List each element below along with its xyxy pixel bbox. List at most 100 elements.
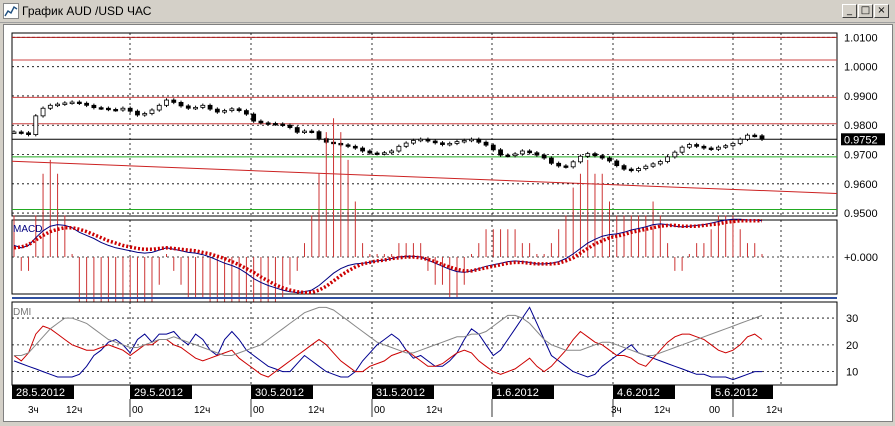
candle-body[interactable]	[113, 109, 119, 112]
candle-body[interactable]	[367, 150, 373, 154]
candle-body[interactable]	[171, 99, 177, 103]
candle-body[interactable]	[302, 130, 307, 133]
candle-body[interactable]	[229, 108, 235, 111]
candle-body[interactable]	[469, 138, 474, 142]
close-button[interactable]: ×	[874, 4, 889, 18]
candle-body[interactable]	[294, 127, 300, 133]
candle-body[interactable]	[752, 134, 758, 138]
candle-body[interactable]	[265, 122, 271, 125]
candle-body[interactable]	[592, 153, 598, 157]
candle-body[interactable]	[519, 150, 525, 155]
candle-body[interactable]	[207, 104, 213, 110]
candle-body[interactable]	[200, 104, 206, 108]
candle-body[interactable]	[686, 144, 692, 148]
candle-body[interactable]	[164, 99, 169, 106]
candle-body[interactable]	[527, 150, 533, 154]
candle-body[interactable]	[534, 152, 540, 156]
candle-body[interactable]	[505, 154, 511, 157]
candle-body[interactable]	[585, 153, 591, 157]
dmi-panel[interactable]: DMI 30 20 10	[11, 301, 858, 386]
candle-body[interactable]	[185, 105, 191, 109]
candle-body[interactable]	[316, 131, 322, 140]
title-bar[interactable]: График AUD /USD ЧАС _ □ ×	[0, 0, 895, 23]
macd-line[interactable]	[13, 218, 763, 294]
candle-body[interactable]	[76, 101, 82, 105]
minimize-button[interactable]: _	[842, 4, 857, 18]
maximize-button[interactable]: □	[858, 4, 873, 18]
candle-body[interactable]	[614, 160, 620, 167]
candle-body[interactable]	[62, 102, 68, 105]
candle-body[interactable]	[745, 134, 750, 140]
candle-body[interactable]	[607, 157, 612, 162]
candle-body[interactable]	[106, 107, 111, 111]
candle-body[interactable]	[251, 113, 257, 122]
candle-body[interactable]	[411, 140, 416, 144]
candle-body[interactable]	[33, 115, 39, 136]
candle-body[interactable]	[352, 145, 358, 149]
candle-body[interactable]	[403, 142, 409, 147]
candle-body[interactable]	[40, 107, 46, 117]
candle-body[interactable]	[287, 124, 293, 128]
candle-body[interactable]	[570, 161, 576, 168]
candle-body[interactable]	[454, 141, 460, 144]
candle-body[interactable]	[55, 103, 60, 107]
candle-body[interactable]	[149, 109, 155, 114]
candle-body[interactable]	[701, 145, 707, 149]
candle-body[interactable]	[26, 132, 31, 136]
candle-body[interactable]	[360, 147, 365, 152]
candle-body[interactable]	[461, 140, 467, 143]
candle-body[interactable]	[47, 104, 53, 109]
candle-body[interactable]	[222, 110, 228, 113]
candle-body[interactable]	[345, 144, 351, 147]
macd-panel[interactable]: MACD +0.000	[11, 118, 878, 368]
candle-body[interactable]	[18, 131, 24, 134]
candle-body[interactable]	[578, 155, 583, 163]
candle-body[interactable]	[621, 165, 627, 170]
candle-body[interactable]	[679, 146, 685, 153]
dmi-plus-line[interactable]	[13, 325, 763, 378]
candle-body[interactable]	[657, 161, 663, 165]
adx-line[interactable]	[14, 306, 763, 356]
chart-canvas[interactable]: 1.0100 1.0000 0.9900 0.9800 0.9700 0.9600 0.95…	[4, 25, 892, 421]
candle-body[interactable]	[708, 147, 714, 150]
candle-body[interactable]	[273, 123, 278, 126]
candle-body[interactable]	[374, 152, 380, 155]
dmi-minus-line[interactable]	[13, 306, 762, 381]
candle-body[interactable]	[142, 113, 148, 116]
candle-body[interactable]	[432, 140, 438, 144]
candle-body[interactable]	[665, 156, 670, 162]
candle-body[interactable]	[69, 101, 75, 105]
candle-body[interactable]	[389, 150, 395, 154]
candle-body[interactable]	[156, 104, 162, 111]
candle-body[interactable]	[425, 138, 431, 142]
candle-body[interactable]	[120, 107, 126, 111]
candle-body[interactable]	[723, 145, 729, 148]
candle-body[interactable]	[556, 162, 562, 167]
candle-body[interactable]	[672, 151, 678, 158]
candle-body[interactable]	[84, 102, 90, 106]
candle-body[interactable]	[512, 153, 518, 157]
candle-body[interactable]	[127, 107, 133, 112]
candle-body[interactable]	[418, 138, 424, 142]
macd-signal-line[interactable]	[13, 219, 762, 295]
candle-body[interactable]	[309, 130, 315, 133]
candle-body[interactable]	[440, 142, 445, 145]
candle-body[interactable]	[483, 141, 489, 146]
candle-body[interactable]	[280, 123, 286, 126]
candle-body[interactable]	[548, 157, 554, 164]
candle-body[interactable]	[759, 135, 765, 140]
candle-body[interactable]	[628, 168, 634, 172]
candle-body[interactable]	[694, 144, 700, 147]
candle-body[interactable]	[236, 108, 242, 111]
candle-body[interactable]	[396, 145, 402, 152]
trend-line[interactable]	[11, 160, 838, 194]
candle-body[interactable]	[193, 106, 198, 110]
candle-body[interactable]	[650, 163, 656, 167]
candle-body[interactable]	[258, 120, 264, 124]
candle-body[interactable]	[447, 142, 453, 146]
candle-body[interactable]	[541, 154, 547, 159]
candle-body[interactable]	[730, 142, 736, 147]
candle-body[interactable]	[498, 149, 503, 156]
candle-body[interactable]	[91, 104, 97, 109]
candle-body[interactable]	[490, 144, 496, 151]
